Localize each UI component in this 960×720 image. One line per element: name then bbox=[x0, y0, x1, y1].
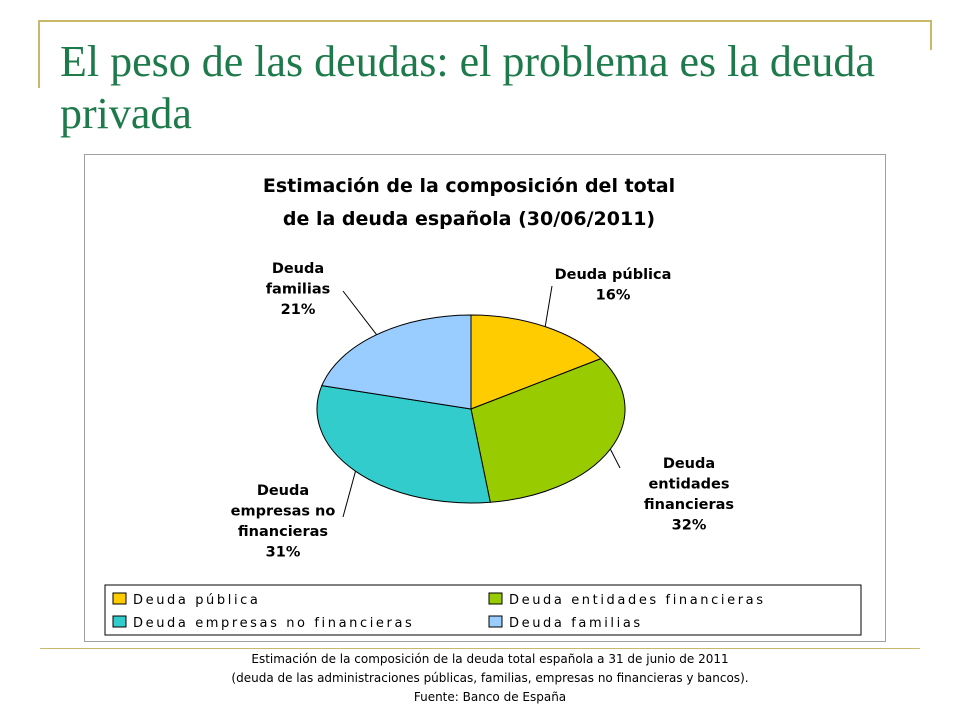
data-label-deuda-familias-line-1: Deuda bbox=[272, 261, 324, 277]
frame-left-line bbox=[38, 20, 40, 88]
legend-label-deuda-publica: Deuda pública bbox=[133, 593, 260, 608]
data-label-deuda-empresas-no-financieras-line-3: financieras bbox=[238, 524, 328, 540]
chart-title-line-1: Estimación de la composición del total bbox=[263, 175, 675, 197]
data-label-deuda-publica-line-1: Deuda pública bbox=[555, 267, 672, 283]
data-label-deuda-empresas-no-financieras-line-4: 31% bbox=[266, 545, 301, 561]
data-label-deuda-familias-line-3: 21% bbox=[281, 302, 316, 318]
legend-swatch-deuda-familias bbox=[488, 615, 503, 628]
data-labels: Deuda pública 16% Deuda entidades financiera… bbox=[231, 261, 734, 561]
legend-label-deuda-empresas-no-financieras: Deuda empresas no financieras bbox=[133, 616, 414, 631]
data-label-deuda-entidades-financieras-line-3: financieras bbox=[644, 497, 734, 513]
legend-swatch-deuda-publica bbox=[112, 592, 127, 605]
frame-top-line bbox=[40, 20, 932, 22]
leader-line-deuda-publica bbox=[544, 285, 553, 327]
pie-slice-deuda-familias bbox=[321, 314, 472, 410]
pie-slice-deuda-publica bbox=[470, 314, 602, 410]
data-label-deuda-entidades-financieras-line-1: Deuda bbox=[663, 456, 715, 472]
data-label-deuda-empresas-no-financieras-line-1: Deuda bbox=[257, 483, 309, 499]
caption-line-3: Fuente: Banco de España bbox=[413, 690, 567, 704]
caption-line-2: (deuda de las administraciones públicas,… bbox=[231, 671, 749, 685]
data-label-deuda-entidades-financieras-line-4: 32% bbox=[672, 518, 707, 534]
data-label-deuda-entidades-financieras-line-2: entidades bbox=[648, 477, 729, 493]
legend-label-deuda-entidades-financieras: Deuda entidades financieras bbox=[509, 593, 766, 608]
leader-line-deuda-familias bbox=[342, 290, 377, 336]
data-label-deuda-empresas-no-financieras-line-2: empresas no bbox=[231, 504, 336, 520]
leader-lines bbox=[342, 285, 621, 518]
caption: Estimación de la composición de la deuda… bbox=[80, 650, 900, 707]
data-label-deuda-familias-line-2: familias bbox=[266, 282, 331, 298]
pie-slice-deuda-empresas-no-financieras bbox=[316, 385, 491, 504]
legend-swatch-deuda-empresas-no-financieras bbox=[112, 615, 127, 628]
slide-title: El peso de las deudas: el problema es la… bbox=[60, 37, 875, 138]
legend: Deuda pública Deuda entidades financieras… bbox=[112, 592, 766, 631]
pie-slices bbox=[316, 314, 626, 504]
caption-line-1: Estimación de la composición de la deuda… bbox=[251, 652, 729, 666]
chart-title-line-2: de la deuda española (30/06/2011) bbox=[283, 208, 655, 230]
data-label-deuda-publica-line-2: 16% bbox=[596, 288, 631, 304]
legend-label-deuda-familias: Deuda familias bbox=[509, 616, 643, 631]
legend-swatch-deuda-entidades-financieras bbox=[488, 592, 503, 605]
chart-container: Estimación de la composición del total d… bbox=[84, 154, 886, 642]
bottom-rule bbox=[40, 648, 920, 649]
leader-line-deuda-entidades-financieras bbox=[609, 448, 621, 469]
legend-box bbox=[104, 584, 862, 636]
pie-chart: Estimación de la composición del total d… bbox=[104, 175, 862, 636]
frame-right-line bbox=[930, 20, 932, 50]
leader-line-deuda-empresas-no-financieras bbox=[342, 471, 356, 518]
